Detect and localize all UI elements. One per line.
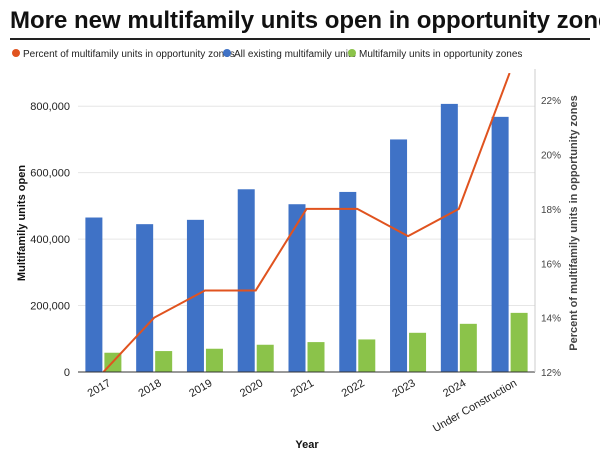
legend-label: Percent of multifamily units in opportun… [23, 49, 235, 60]
x-tick-label: 2019 [187, 377, 214, 400]
y2-axis-label: Percent of multifamily units in opportun… [568, 95, 580, 350]
legend-label: All existing multifamily units [234, 49, 356, 60]
bar-opportunity-zone-units [205, 348, 223, 372]
y2-tick-label: 18% [541, 205, 561, 216]
bar-opportunity-zone-units [510, 312, 528, 372]
percent-line-path [102, 73, 511, 372]
bar-opportunity-zone-units [358, 339, 376, 372]
y2-tick-label: 14% [541, 314, 561, 325]
y2-tick-label: 12% [541, 368, 561, 379]
legend: Percent of multifamily units in opportun… [12, 49, 522, 60]
legend-marker [348, 49, 356, 57]
bar-all-existing-units [440, 103, 458, 372]
y-tick-label: 0 [64, 367, 70, 379]
x-tick-label: 2021 [289, 377, 316, 400]
bar-opportunity-zone-units [459, 323, 477, 372]
y2-tick-label: 22% [541, 96, 561, 107]
bar-opportunity-zone-units [409, 332, 427, 372]
x-tick-label: Under Construction [431, 377, 519, 435]
chart-title: More new multifamily units open in oppor… [10, 7, 600, 34]
y-tick-label: 200,000 [30, 301, 70, 313]
bar-opportunity-zone-units [155, 351, 173, 372]
y-axis-label: Multifamily units open [16, 165, 28, 281]
bar-all-existing-units [136, 224, 154, 372]
bar-all-existing-units [288, 204, 306, 372]
y2-tick-label: 20% [541, 151, 561, 162]
bar-all-existing-units [390, 139, 408, 372]
gridlines [78, 105, 535, 307]
x-tick-label: 2020 [238, 377, 265, 400]
x-tick-label: 2022 [340, 377, 367, 400]
bars [85, 103, 528, 372]
bar-all-existing-units [237, 189, 255, 372]
legend-marker [223, 49, 231, 57]
y2-tick-label: 16% [541, 259, 561, 270]
y-tick-label: 400,000 [30, 234, 70, 246]
bar-all-existing-units [491, 116, 509, 372]
y-tick-label: 600,000 [30, 168, 70, 180]
x-tick-label: 2024 [441, 377, 468, 400]
percent-line [102, 73, 511, 372]
bar-all-existing-units [85, 217, 103, 372]
x-axis-label: Year [295, 439, 319, 451]
legend-marker [12, 49, 20, 57]
bar-opportunity-zone-units [307, 342, 325, 372]
bar-opportunity-zone-units [256, 344, 274, 372]
x-tick-label: 2023 [390, 377, 417, 400]
title-divider [10, 38, 590, 40]
x-tick-label: 2018 [136, 377, 163, 400]
bar-all-existing-units [339, 191, 357, 372]
y-tick-label: 800,000 [30, 101, 70, 113]
legend-label: Multifamily units in opportunity zones [359, 49, 522, 60]
x-tick-label: 2017 [86, 377, 113, 400]
